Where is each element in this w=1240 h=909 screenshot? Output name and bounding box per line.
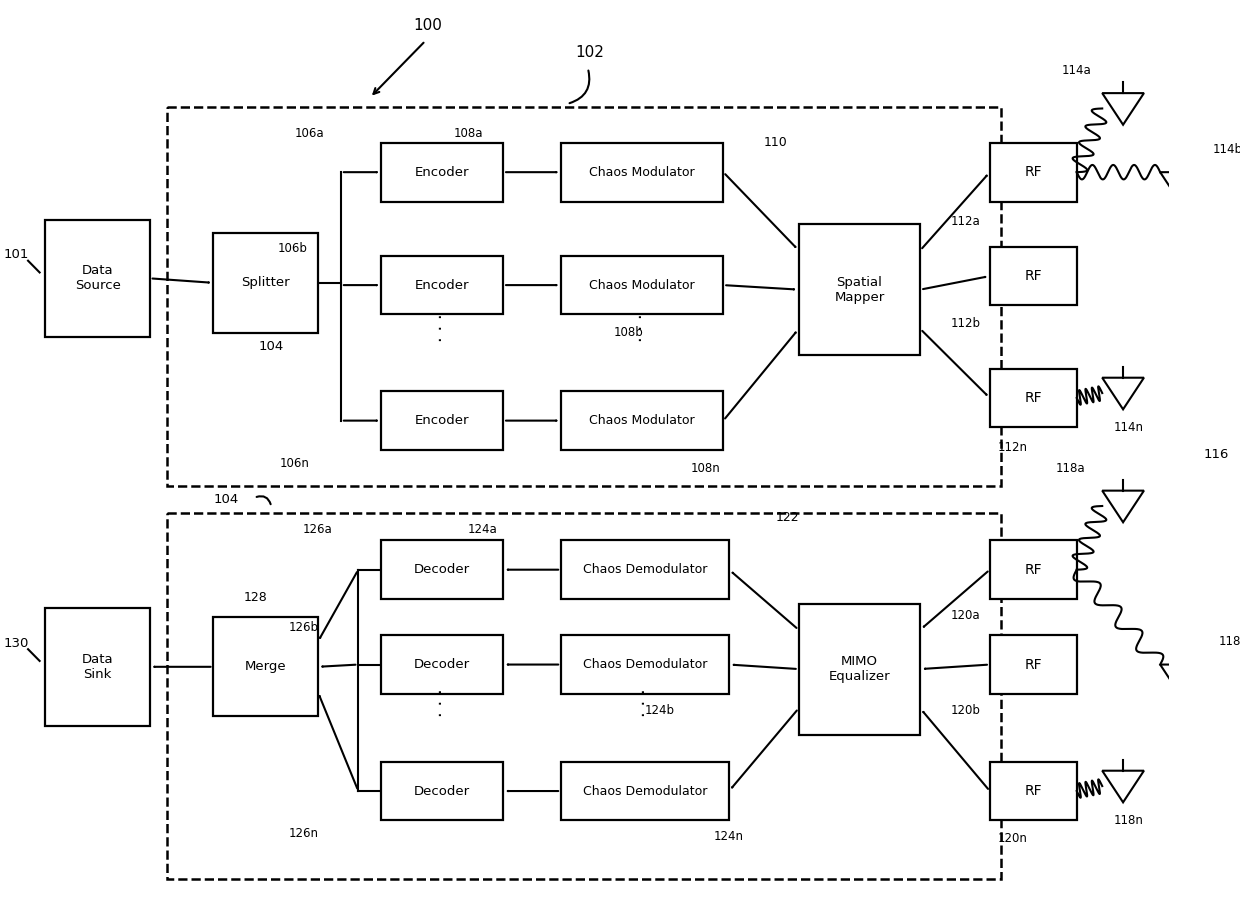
FancyBboxPatch shape: [213, 617, 317, 716]
Text: · · ·: · · ·: [433, 689, 451, 717]
Text: 106a: 106a: [295, 127, 325, 140]
FancyBboxPatch shape: [46, 220, 150, 337]
FancyBboxPatch shape: [990, 246, 1076, 305]
Text: 126b: 126b: [289, 622, 319, 634]
Text: Decoder: Decoder: [414, 564, 470, 576]
FancyBboxPatch shape: [560, 143, 723, 202]
Text: 120b: 120b: [951, 704, 981, 716]
FancyBboxPatch shape: [382, 143, 503, 202]
Text: 124a: 124a: [467, 523, 497, 536]
Text: 110: 110: [764, 136, 787, 149]
Text: RF: RF: [1024, 657, 1042, 672]
Text: RF: RF: [1024, 784, 1042, 798]
Text: RF: RF: [1024, 563, 1042, 576]
Text: · · ·: · · ·: [634, 314, 651, 343]
Text: 112b: 112b: [951, 317, 981, 330]
Text: Encoder: Encoder: [415, 278, 470, 292]
Text: · · ·: · · ·: [636, 689, 653, 717]
Text: 116: 116: [1203, 448, 1229, 461]
Text: Chaos Modulator: Chaos Modulator: [589, 165, 694, 179]
FancyBboxPatch shape: [560, 635, 729, 694]
FancyBboxPatch shape: [560, 540, 729, 599]
FancyBboxPatch shape: [213, 233, 317, 333]
FancyBboxPatch shape: [990, 369, 1076, 427]
Text: 114a: 114a: [1061, 64, 1091, 77]
FancyBboxPatch shape: [799, 225, 920, 355]
Text: Decoder: Decoder: [414, 658, 470, 671]
FancyBboxPatch shape: [990, 143, 1076, 202]
Text: 108b: 108b: [614, 326, 644, 339]
Text: 108a: 108a: [454, 127, 484, 140]
Text: 112n: 112n: [998, 441, 1028, 454]
Text: RF: RF: [1024, 269, 1042, 283]
FancyBboxPatch shape: [382, 762, 503, 821]
Text: Data
Source: Data Source: [74, 265, 120, 293]
Text: 102: 102: [575, 45, 604, 60]
Text: 104: 104: [213, 494, 238, 506]
Text: Chaos Demodulator: Chaos Demodulator: [583, 658, 707, 671]
FancyBboxPatch shape: [990, 635, 1076, 694]
Text: RF: RF: [1024, 165, 1042, 179]
Text: Chaos Demodulator: Chaos Demodulator: [583, 784, 707, 797]
Text: · · ·: · · ·: [433, 314, 451, 343]
FancyBboxPatch shape: [799, 604, 920, 734]
FancyBboxPatch shape: [990, 762, 1076, 821]
Text: 106n: 106n: [280, 457, 310, 470]
Text: 118a: 118a: [1056, 462, 1086, 474]
Text: MIMO
Equalizer: MIMO Equalizer: [828, 655, 890, 683]
Text: 112a: 112a: [951, 215, 981, 228]
Text: 126a: 126a: [303, 523, 332, 536]
Text: 124n: 124n: [714, 830, 744, 844]
Text: Chaos Modulator: Chaos Modulator: [589, 415, 694, 427]
Text: 120a: 120a: [951, 609, 981, 622]
Text: Splitter: Splitter: [242, 276, 290, 289]
Text: 128: 128: [243, 591, 267, 604]
Text: 106b: 106b: [278, 242, 308, 255]
FancyBboxPatch shape: [46, 608, 150, 725]
Text: Data
Sink: Data Sink: [82, 653, 113, 681]
Text: 126n: 126n: [289, 827, 319, 841]
Text: 124b: 124b: [645, 704, 675, 716]
Text: Encoder: Encoder: [415, 165, 470, 179]
Text: Encoder: Encoder: [415, 415, 470, 427]
FancyBboxPatch shape: [382, 391, 503, 450]
Text: 114b: 114b: [1213, 143, 1240, 156]
Text: 118b: 118b: [1218, 635, 1240, 648]
FancyBboxPatch shape: [560, 255, 723, 315]
Text: 114n: 114n: [1114, 421, 1143, 434]
Text: Spatial
Mapper: Spatial Mapper: [835, 275, 884, 304]
Text: 122: 122: [775, 511, 799, 524]
FancyBboxPatch shape: [560, 391, 723, 450]
Text: RF: RF: [1024, 391, 1042, 405]
Text: 130: 130: [4, 637, 30, 650]
Text: 118n: 118n: [1114, 814, 1143, 827]
Text: Merge: Merge: [244, 660, 286, 674]
Text: 120n: 120n: [998, 832, 1028, 845]
Text: 101: 101: [4, 248, 30, 262]
Text: 108n: 108n: [691, 462, 720, 474]
Text: Chaos Demodulator: Chaos Demodulator: [583, 564, 707, 576]
Text: 104: 104: [258, 340, 284, 353]
FancyBboxPatch shape: [382, 635, 503, 694]
FancyBboxPatch shape: [560, 762, 729, 821]
FancyBboxPatch shape: [382, 255, 503, 315]
FancyBboxPatch shape: [990, 540, 1076, 599]
Text: Decoder: Decoder: [414, 784, 470, 797]
Text: Chaos Modulator: Chaos Modulator: [589, 278, 694, 292]
FancyBboxPatch shape: [382, 540, 503, 599]
Text: 100: 100: [413, 18, 443, 33]
